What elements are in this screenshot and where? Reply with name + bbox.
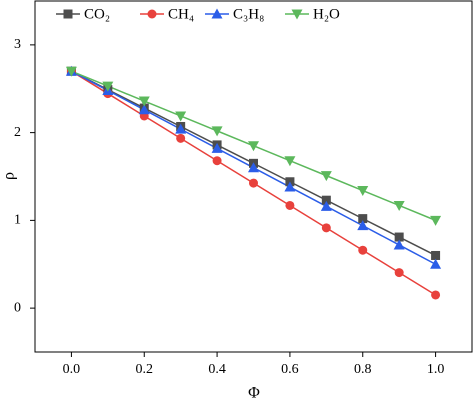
- data-point: [211, 126, 223, 137]
- y-tick-label: 1: [14, 213, 21, 228]
- data-point: [284, 181, 296, 192]
- data-point: [65, 66, 77, 77]
- data-point: [285, 200, 295, 210]
- legend-label: H₂O: [313, 6, 340, 22]
- data-point: [430, 215, 442, 226]
- data-point: [138, 96, 150, 107]
- data-point: [393, 200, 405, 211]
- y-tick-label: 0: [14, 300, 21, 315]
- data-point: [321, 195, 331, 205]
- plot-frame: [34, 0, 473, 353]
- legend-marker: [211, 8, 223, 19]
- legend-label: CO₂: [84, 6, 110, 22]
- data-point: [393, 239, 405, 250]
- x-tick-label: 0.6: [281, 362, 299, 377]
- data-point: [321, 223, 331, 233]
- data-point: [175, 123, 187, 134]
- data-point: [357, 220, 369, 231]
- data-point: [357, 186, 369, 197]
- legend-marker: [291, 9, 303, 20]
- data-point: [320, 171, 332, 182]
- data-point: [430, 258, 442, 269]
- data-point: [249, 178, 258, 188]
- data-point: [138, 104, 150, 115]
- y-axis-title: ρ: [1, 172, 18, 180]
- data-point: [394, 232, 404, 242]
- legend-marker: [63, 9, 73, 19]
- data-point: [358, 214, 368, 224]
- data-point: [394, 268, 404, 278]
- data-point: [212, 156, 222, 166]
- data-point: [175, 111, 187, 122]
- data-point: [431, 250, 441, 260]
- legend-label: CH₄: [168, 6, 194, 22]
- data-point: [176, 133, 186, 143]
- x-tick-label: 0.2: [136, 362, 154, 377]
- data-point: [358, 245, 368, 255]
- x-axis-title: Φ: [248, 385, 260, 402]
- data-point: [320, 200, 332, 211]
- data-point: [284, 156, 296, 167]
- data-point: [431, 290, 441, 300]
- x-tick-label: 1.0: [427, 362, 445, 377]
- y-tick-label: 2: [14, 125, 21, 140]
- legend-marker: [147, 9, 157, 19]
- x-tick-label: 0.8: [354, 362, 372, 377]
- x-tick-label: 0.4: [208, 362, 226, 377]
- data-point: [248, 141, 259, 152]
- x-tick-label: 0.0: [63, 362, 81, 377]
- data-point: [248, 162, 259, 173]
- legend-label: C₃H₈: [233, 6, 264, 22]
- data-point: [102, 81, 114, 92]
- data-point: [211, 142, 223, 153]
- y-tick-label: 3: [14, 37, 21, 52]
